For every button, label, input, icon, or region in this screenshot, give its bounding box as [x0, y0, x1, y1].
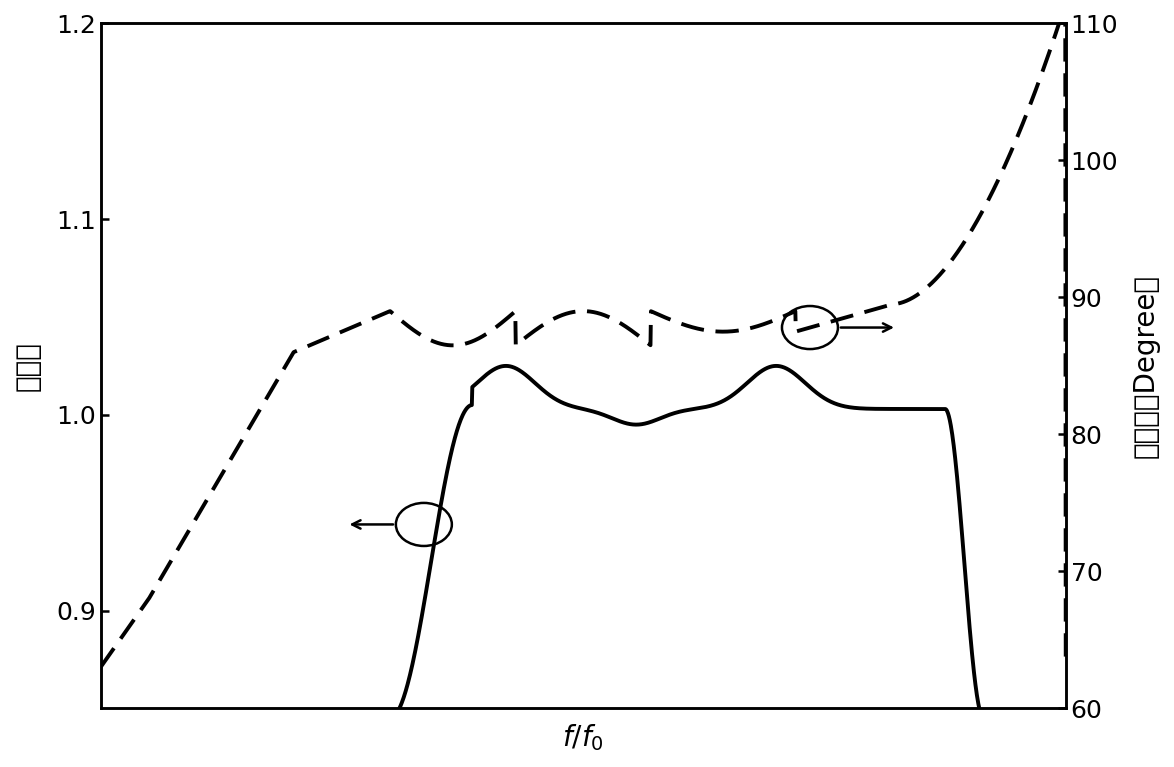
Y-axis label: 幅度比: 幅度比: [14, 341, 42, 391]
X-axis label: $f/f_0$: $f/f_0$: [562, 723, 605, 753]
Y-axis label: 相位差（Degree）: 相位差（Degree）: [1132, 274, 1160, 458]
